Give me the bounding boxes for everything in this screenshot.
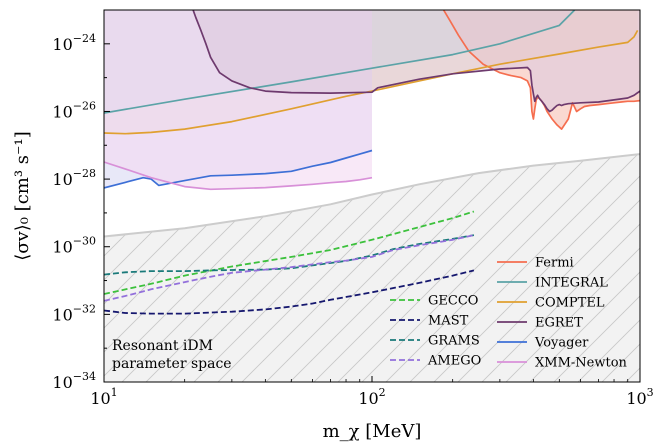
y-tick-label: 10−24	[52, 32, 96, 54]
x-tick-label: 101	[90, 386, 117, 408]
y-axis-label: ⟨σv⟩₀ [cm³ s⁻¹]	[12, 131, 33, 261]
legend-label: GRAMS	[428, 334, 480, 349]
x-tick-label: 103	[626, 386, 653, 408]
legend-label: MAST	[428, 314, 469, 329]
x-tick-label: 102	[358, 386, 385, 408]
legend-label: XMM-Newton	[535, 356, 628, 371]
annotation-line-2: parameter space	[112, 356, 232, 372]
legend-label: Voyager	[534, 336, 589, 351]
annotation-line-1: Resonant iDM	[112, 338, 213, 354]
legend-label: Fermi	[535, 256, 574, 271]
y-tick-label: 10−32	[52, 302, 96, 324]
y-tick-label: 10−26	[52, 99, 96, 121]
legend-label: AMEGO	[427, 354, 481, 369]
legend-label: INTEGRAL	[535, 276, 608, 291]
y-tick-label: 10−30	[52, 235, 96, 257]
x-axis-label: m_χ [MeV]	[323, 421, 422, 442]
y-tick-label: 10−28	[52, 167, 96, 189]
legend-label: EGRET	[535, 316, 583, 331]
legend-label: COMPTEL	[535, 296, 605, 311]
exclusion-fills	[104, 5, 640, 189]
legend-label: GECCO	[428, 294, 478, 309]
